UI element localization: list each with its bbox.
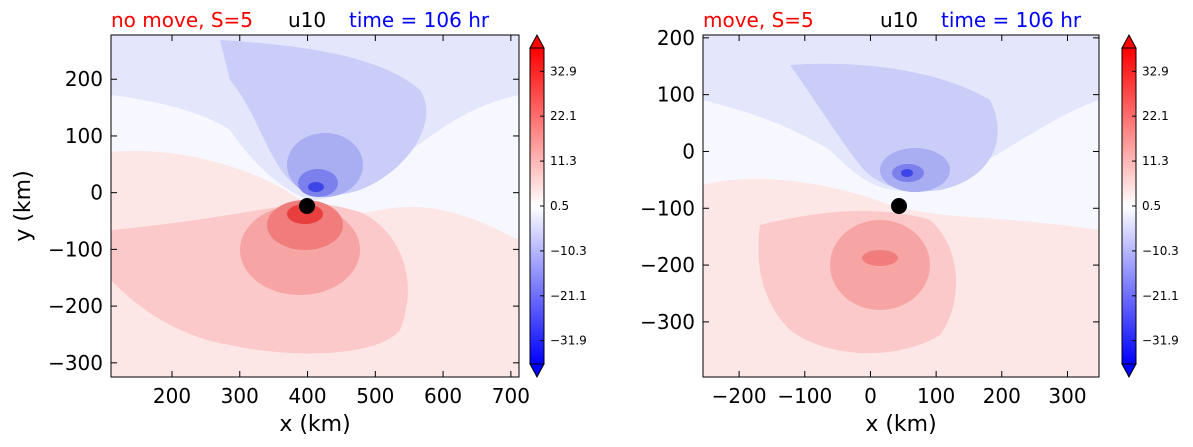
colorbar-tick-label: 32.9 (1142, 64, 1169, 78)
colorbar-tick-label: −31.9 (1142, 334, 1179, 348)
colorbar-tick-label: −31.9 (550, 334, 587, 348)
panel1-storm-center-marker (299, 198, 315, 214)
panel1-title-mid: u10 (288, 8, 326, 32)
panel2-storm-center-marker (891, 198, 907, 214)
panel2-title-right: time = 106 hr (941, 8, 1082, 32)
panel2-x-axis: −200 −100 0 100 200 300 (712, 35, 1087, 408)
x-tick-label: 200 (983, 384, 1021, 408)
panel2-y-axis: 200 100 0 −100 −200 −300 (640, 26, 1099, 334)
panel1-x-label: x (km) (279, 412, 350, 437)
panel-no-move: no move, S=5 u10 time = 106 hr 200 300 400… (11, 8, 587, 437)
x-tick-label: 300 (221, 384, 259, 408)
y-tick-label: 200 (65, 67, 103, 91)
y-tick-label: 200 (657, 26, 695, 50)
y-tick-label: 0 (90, 181, 103, 205)
y-tick-label: 100 (65, 124, 103, 148)
colorbar-tick-label: 0.5 (1142, 199, 1161, 213)
panel1-colorbar: 32.9 22.1 11.3 0.5 −10.3 −21.1 −31.9 (529, 33, 587, 379)
panel2-field (702, 34, 1100, 378)
y-tick-label: −200 (48, 294, 103, 318)
x-tick-label: 500 (356, 384, 394, 408)
colorbar-tick-label: 0.5 (550, 199, 569, 213)
colorbar-tick-label: 32.9 (550, 64, 577, 78)
x-tick-label: 400 (288, 384, 326, 408)
colorbar-tick-label: −10.3 (550, 244, 587, 258)
x-tick-label: 200 (153, 384, 191, 408)
panel1-x-axis: 200 300 400 500 600 700 (153, 35, 530, 408)
y-tick-label: −300 (48, 351, 103, 375)
panel2-x-label: x (km) (865, 412, 936, 437)
panel1-y-label: y (km) (11, 170, 36, 241)
colorbar-tick-label: −21.1 (550, 289, 587, 303)
colorbar-tick-label: 22.1 (1142, 109, 1169, 123)
y-tick-label: −300 (640, 310, 695, 334)
panel1-title-right: time = 106 hr (349, 8, 490, 32)
panel2-colorbar: 32.9 22.1 11.3 0.5 −10.3 −21.1 −31.9 (1121, 33, 1179, 379)
colorbar-tick-label: −10.3 (1142, 244, 1179, 258)
x-tick-label: 700 (492, 384, 530, 408)
colorbar-tick-label: 11.3 (550, 154, 577, 168)
x-tick-label: 0 (864, 384, 877, 408)
panel2-title-mid: u10 (880, 8, 918, 32)
x-tick-label: 100 (917, 384, 955, 408)
panel1-field (110, 34, 520, 378)
y-tick-label: −200 (640, 253, 695, 277)
y-tick-label: 100 (657, 83, 695, 107)
colorbar-tick-label: 22.1 (550, 109, 577, 123)
colorbar-tick-label: −21.1 (1142, 289, 1179, 303)
panel1-title-left: no move, S=5 (111, 8, 253, 32)
x-tick-label: 600 (424, 384, 462, 408)
y-tick-label: −100 (640, 196, 695, 220)
x-tick-label: −100 (777, 384, 832, 408)
panel1-y-axis: 200 100 0 −100 −200 −300 (48, 67, 519, 375)
colorbar-tick-label: 11.3 (1142, 154, 1169, 168)
x-tick-label: −200 (712, 384, 767, 408)
panel-move: move, S=5 u10 time = 106 hr −200 −100 0 100… (640, 8, 1179, 437)
y-tick-label: 0 (682, 139, 695, 163)
panel2-title-left: move, S=5 (703, 8, 814, 32)
x-tick-label: 300 (1048, 384, 1086, 408)
y-tick-label: −100 (48, 237, 103, 261)
